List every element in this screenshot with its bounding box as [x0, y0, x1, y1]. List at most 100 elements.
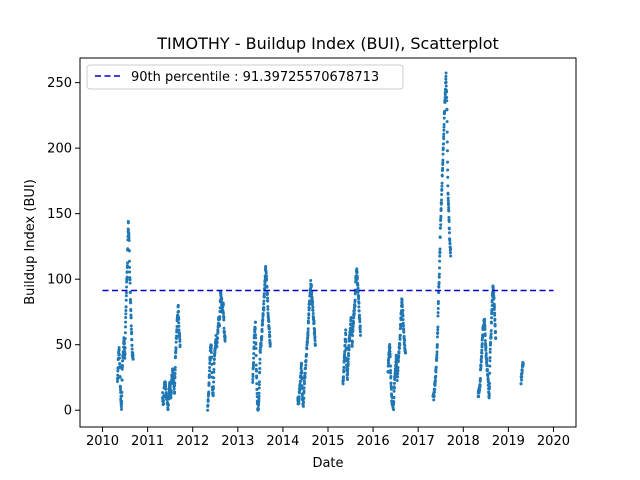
data-point: [268, 334, 272, 338]
data-point: [124, 298, 128, 302]
x-axis-label: Date: [312, 456, 343, 471]
data-point: [437, 291, 441, 295]
data-point: [304, 359, 308, 362]
data-point: [350, 344, 354, 348]
data-point: [223, 336, 227, 340]
data-point: [169, 389, 173, 393]
data-point: [266, 305, 270, 309]
data-point: [310, 291, 314, 295]
data-point: [396, 368, 400, 372]
data-point: [478, 383, 482, 387]
data-point: [488, 385, 492, 389]
data-point: [358, 330, 362, 334]
data-point: [128, 270, 132, 274]
data-point: [402, 334, 406, 338]
data-point: [346, 372, 350, 376]
data-point: [396, 375, 400, 379]
data-point: [173, 384, 177, 388]
data-point: [259, 343, 263, 347]
data-point: [177, 321, 181, 325]
data-point: [480, 345, 484, 349]
data-point: [118, 375, 122, 379]
data-point: [212, 376, 216, 380]
data-point: [311, 300, 315, 304]
data-point: [357, 305, 361, 309]
data-point: [212, 361, 216, 365]
data-point: [488, 364, 492, 368]
data-point: [439, 214, 443, 218]
data-point: [121, 359, 125, 363]
data-point: [255, 376, 259, 380]
data-point: [177, 328, 181, 332]
data-point: [479, 366, 483, 370]
data-point: [442, 134, 446, 138]
data-point: [124, 291, 128, 295]
data-point: [396, 371, 400, 375]
data-point: [488, 350, 492, 354]
data-point: [251, 377, 255, 381]
data-point: [481, 335, 485, 339]
data-point: [441, 152, 445, 156]
data-point: [127, 236, 131, 240]
data-point: [436, 328, 440, 332]
y-tick-label: 150: [47, 207, 72, 222]
data-point: [128, 291, 132, 295]
data-point: [393, 381, 397, 385]
data-point: [435, 359, 439, 363]
data-point: [265, 274, 269, 278]
data-point: [118, 365, 122, 369]
data-point: [207, 376, 211, 380]
x-tick-label: 2017: [402, 434, 435, 449]
data-point: [125, 285, 129, 289]
y-tick-label: 200: [47, 142, 72, 157]
data-point: [387, 361, 391, 365]
data-point: [303, 382, 307, 386]
data-point: [483, 339, 487, 343]
data-point: [126, 228, 130, 232]
data-point: [402, 330, 406, 334]
chart-title: TIMOTHY - Buildup Index (BUI), Scatterpl…: [156, 34, 499, 53]
data-point: [115, 379, 119, 383]
data-point: [356, 286, 360, 290]
data-point: [172, 387, 176, 391]
data-point: [257, 396, 261, 400]
data-point: [260, 335, 264, 339]
data-point: [176, 303, 180, 307]
data-point: [266, 311, 270, 315]
data-point: [351, 329, 355, 333]
data-point: [254, 353, 258, 357]
data-point: [437, 275, 441, 279]
data-point: [344, 333, 348, 337]
data-point: [253, 326, 257, 330]
data-point: [478, 376, 482, 380]
data-point: [357, 309, 361, 313]
data-point: [123, 356, 127, 360]
data-point: [117, 356, 121, 360]
data-point: [258, 370, 262, 374]
data-point: [483, 334, 487, 338]
data-point: [208, 369, 212, 373]
data-point: [449, 246, 453, 250]
data-point: [447, 219, 451, 223]
data-point: [492, 296, 496, 300]
data-point: [438, 251, 442, 255]
data-point: [258, 357, 262, 361]
data-point: [344, 328, 348, 332]
data-point: [484, 351, 488, 355]
data-point: [392, 386, 396, 390]
data-point: [173, 365, 177, 369]
data-point: [118, 386, 122, 390]
data-point: [394, 362, 398, 366]
data-point: [300, 377, 304, 381]
data-point: [252, 356, 256, 360]
data-point: [402, 327, 406, 331]
data-point: [401, 308, 405, 312]
data-point: [266, 307, 270, 311]
data-point: [118, 362, 122, 366]
plot-area: [79, 57, 577, 428]
data-point: [211, 387, 215, 391]
data-point: [355, 276, 359, 280]
data-point: [129, 315, 133, 319]
data-point: [257, 394, 261, 398]
data-point: [448, 242, 452, 246]
